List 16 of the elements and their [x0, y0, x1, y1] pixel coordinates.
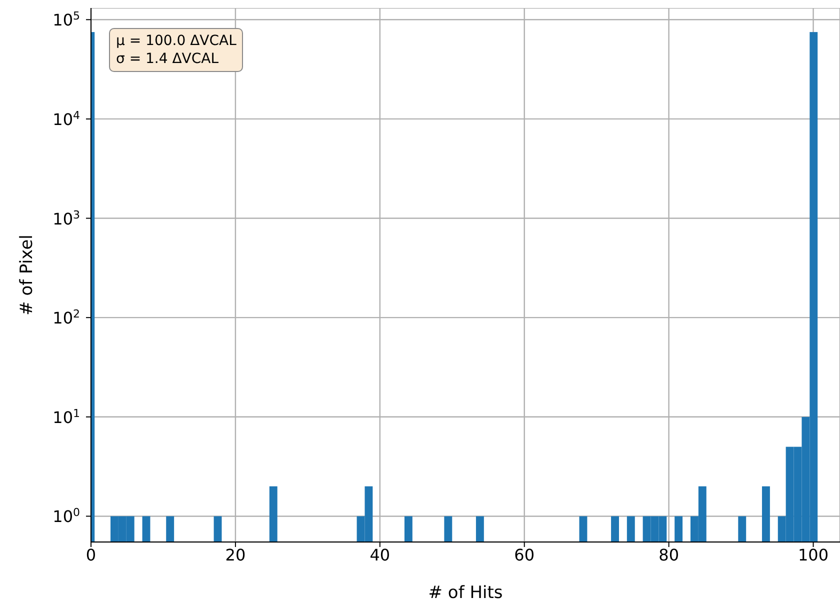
y-tick-label: 10$^{3}$: [52, 208, 80, 228]
x-tick-label: 0: [86, 545, 96, 564]
x-axis-title: # of Hits: [428, 583, 503, 603]
annotation: σ = 1.4 ΔVCAL: [116, 50, 220, 68]
x-tick-label: 100: [798, 545, 829, 564]
y-tick-label: 10$^{0}$: [52, 506, 80, 526]
x-tick-label: 80: [658, 545, 679, 564]
y-tick-label: 10$^{5}$: [52, 9, 80, 30]
x-tick-label: 20: [225, 545, 246, 564]
x-tick-label: 40: [370, 545, 390, 564]
x-tick-label: 60: [514, 545, 535, 564]
y-axis-title: # of Pixel: [17, 234, 38, 316]
y-tick-label: 10$^{4}$: [52, 108, 80, 129]
annotation: μ = 100.0 ΔVCAL: [116, 32, 236, 50]
y-tick-label: 10$^{1}$: [52, 406, 80, 427]
y-tick-label: 10$^{2}$: [52, 307, 80, 328]
